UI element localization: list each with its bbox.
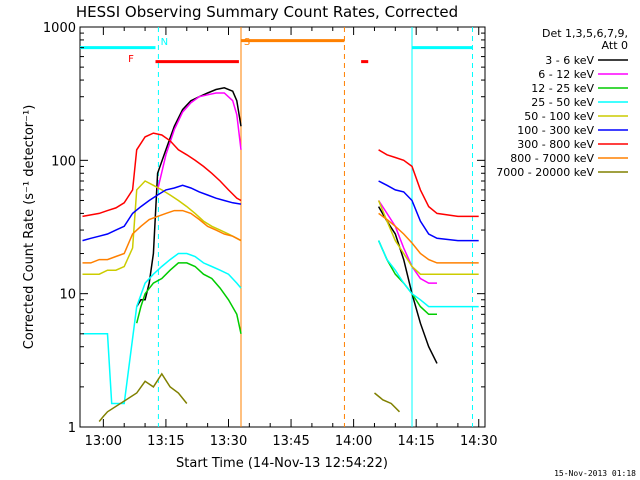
legend-entry-label: 6 - 12 keV [538, 68, 594, 81]
y-tick-label: 10 [59, 288, 76, 303]
annotation-letter-N: N [161, 37, 168, 48]
series-line-800-7000keV [378, 212, 479, 264]
footer-timestamp: 15-Nov-2013 01:18 [554, 469, 636, 478]
series-line-800-7000keV [82, 209, 242, 264]
series-line-3-6keV [136, 87, 242, 307]
legend-title: Att 0 [602, 39, 628, 52]
legend-entry-label: 12 - 25 keV [531, 82, 594, 95]
series-line-6-12keV [156, 92, 242, 191]
chart-title: HESSI Observing Summary Count Rates, Cor… [76, 3, 458, 21]
series-line-25-50keV [82, 252, 242, 405]
x-tick-label: 13:30 [210, 434, 247, 449]
legend-entry-label: 3 - 6 keV [545, 54, 594, 67]
series-line-12-25keV [135, 262, 242, 334]
y-axis-label: Corrected Count Rate (s⁻¹ detector⁻¹) [22, 105, 37, 350]
x-tick-label: 14:30 [460, 434, 497, 449]
series-line-7000-20000keV [374, 392, 401, 413]
plot-area-frame [79, 26, 486, 428]
annotation-letter-S: S [244, 37, 250, 48]
x-tick-label: 13:00 [85, 434, 122, 449]
y-tick-label: 100 [51, 154, 76, 169]
series-line-100-300keV [378, 180, 479, 242]
series-line-300-800keV [82, 132, 242, 218]
legend-entry-label: 100 - 300 keV [517, 124, 594, 137]
legend-entry-label: 800 - 7000 keV [510, 152, 594, 165]
y-tick-label: 1000 [43, 21, 76, 36]
x-tick-label: 14:00 [335, 434, 372, 449]
y-tick-label: 1 [68, 421, 76, 436]
series-line-25-50keV [377, 240, 479, 308]
x-tick-label: 13:45 [272, 434, 309, 449]
x-axis-label: Start Time (14-Nov-13 12:54:22) [176, 456, 388, 471]
series-line-50-100keV [82, 180, 242, 275]
annotation-letter-F: F [128, 54, 134, 65]
x-tick-label: 14:15 [397, 434, 434, 449]
series-line-50-100keV [377, 200, 479, 275]
legend-entry-label: 50 - 100 keV [524, 110, 594, 123]
legend-entry-label: 300 - 800 keV [517, 138, 594, 151]
series-line-300-800keV [378, 149, 479, 218]
series-line-7000-20000keV [98, 372, 188, 422]
series-line-100-300keV [82, 184, 242, 242]
legend-entry-label: 25 - 50 keV [531, 96, 594, 109]
legend-title: Det 1,3,5,6,7,9, [542, 27, 628, 40]
legend-entry-label: 7000 - 20000 keV [496, 166, 594, 179]
series-line-6-12keV [377, 200, 437, 284]
series-line-3-6keV [377, 206, 438, 364]
x-tick-label: 13:15 [147, 434, 184, 449]
